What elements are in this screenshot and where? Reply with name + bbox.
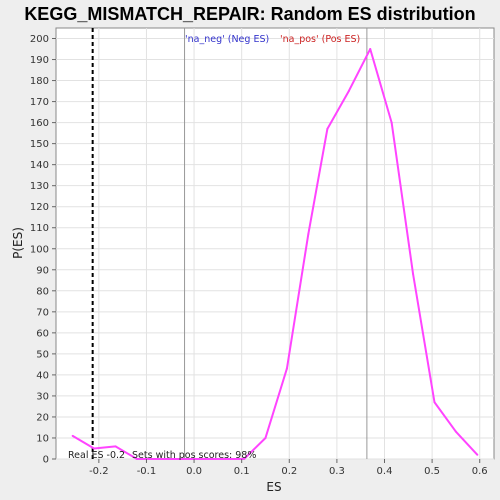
legend-pos-es: 'na_pos' (Pos ES) <box>280 34 360 45</box>
pos-es-point <box>455 431 457 433</box>
y-tick-label: 200 <box>30 34 49 45</box>
y-tick-label: 110 <box>30 223 49 234</box>
x-tick-label: 0.6 <box>472 466 488 477</box>
y-tick-label: 40 <box>36 370 49 381</box>
plot-area <box>56 28 494 459</box>
x-axis-ticks: -0.2 -0.1 0.0 0.1 0.2 0.3 0.4 0.5 0.6 <box>89 459 488 477</box>
y-tick-label: 190 <box>30 55 49 66</box>
pos-es-point <box>476 454 478 456</box>
chart-title: KEGG_MISMATCH_REPAIR: Random ES distribu… <box>24 4 475 24</box>
pos-es-point <box>391 122 393 124</box>
pos-es-point <box>433 401 435 403</box>
x-tick-label: 0.1 <box>234 466 250 477</box>
x-tick-label: -0.1 <box>137 466 157 477</box>
pos-es-point <box>307 233 309 235</box>
x-axis-title: ES <box>266 480 281 494</box>
y-tick-label: 160 <box>30 118 49 129</box>
pos-es-point <box>286 368 288 370</box>
y-tick-label: 140 <box>30 160 49 171</box>
y-tick-label: 30 <box>36 391 49 402</box>
x-tick-label: 0.5 <box>424 466 440 477</box>
legend-neg-es: 'na_neg' (Neg ES) <box>185 34 269 45</box>
pos-es-point <box>264 437 266 439</box>
y-tick-label: 20 <box>36 412 49 423</box>
y-tick-label: 10 <box>36 433 49 444</box>
y-tick-label: 170 <box>30 97 49 108</box>
y-tick-label: 70 <box>36 307 49 318</box>
y-tick-label: 0 <box>43 455 49 466</box>
real-es-annotation: Real ES -0.2 <box>68 450 125 461</box>
x-tick-label: 0.0 <box>186 466 202 477</box>
y-tick-label: 60 <box>36 328 49 339</box>
pos-es-point <box>115 445 117 447</box>
y-tick-label: 120 <box>30 202 49 213</box>
x-tick-label: 0.4 <box>377 466 393 477</box>
pos-scores-annotation: Sets with pos scores: 98% <box>132 450 256 461</box>
y-tick-label: 100 <box>30 244 49 255</box>
y-tick-label: 130 <box>30 181 49 192</box>
x-tick-label: 0.3 <box>329 466 345 477</box>
pos-es-point <box>348 90 350 92</box>
pos-es-point <box>72 435 74 437</box>
y-axis-ticks: 0 10 20 30 40 50 60 70 80 90 100 110 120 130 140 150 160… <box>30 34 56 465</box>
y-axis-title: P(ES) <box>11 227 25 259</box>
pos-es-point <box>369 48 371 50</box>
pos-es-point <box>412 273 414 275</box>
y-tick-label: 150 <box>30 139 49 150</box>
y-tick-label: 50 <box>36 349 49 360</box>
x-tick-label: -0.2 <box>89 466 109 477</box>
y-tick-label: 180 <box>30 76 49 87</box>
y-tick-label: 90 <box>36 265 49 276</box>
y-tick-label: 80 <box>36 286 49 297</box>
pos-es-point <box>326 128 328 130</box>
x-tick-label: 0.2 <box>281 466 297 477</box>
